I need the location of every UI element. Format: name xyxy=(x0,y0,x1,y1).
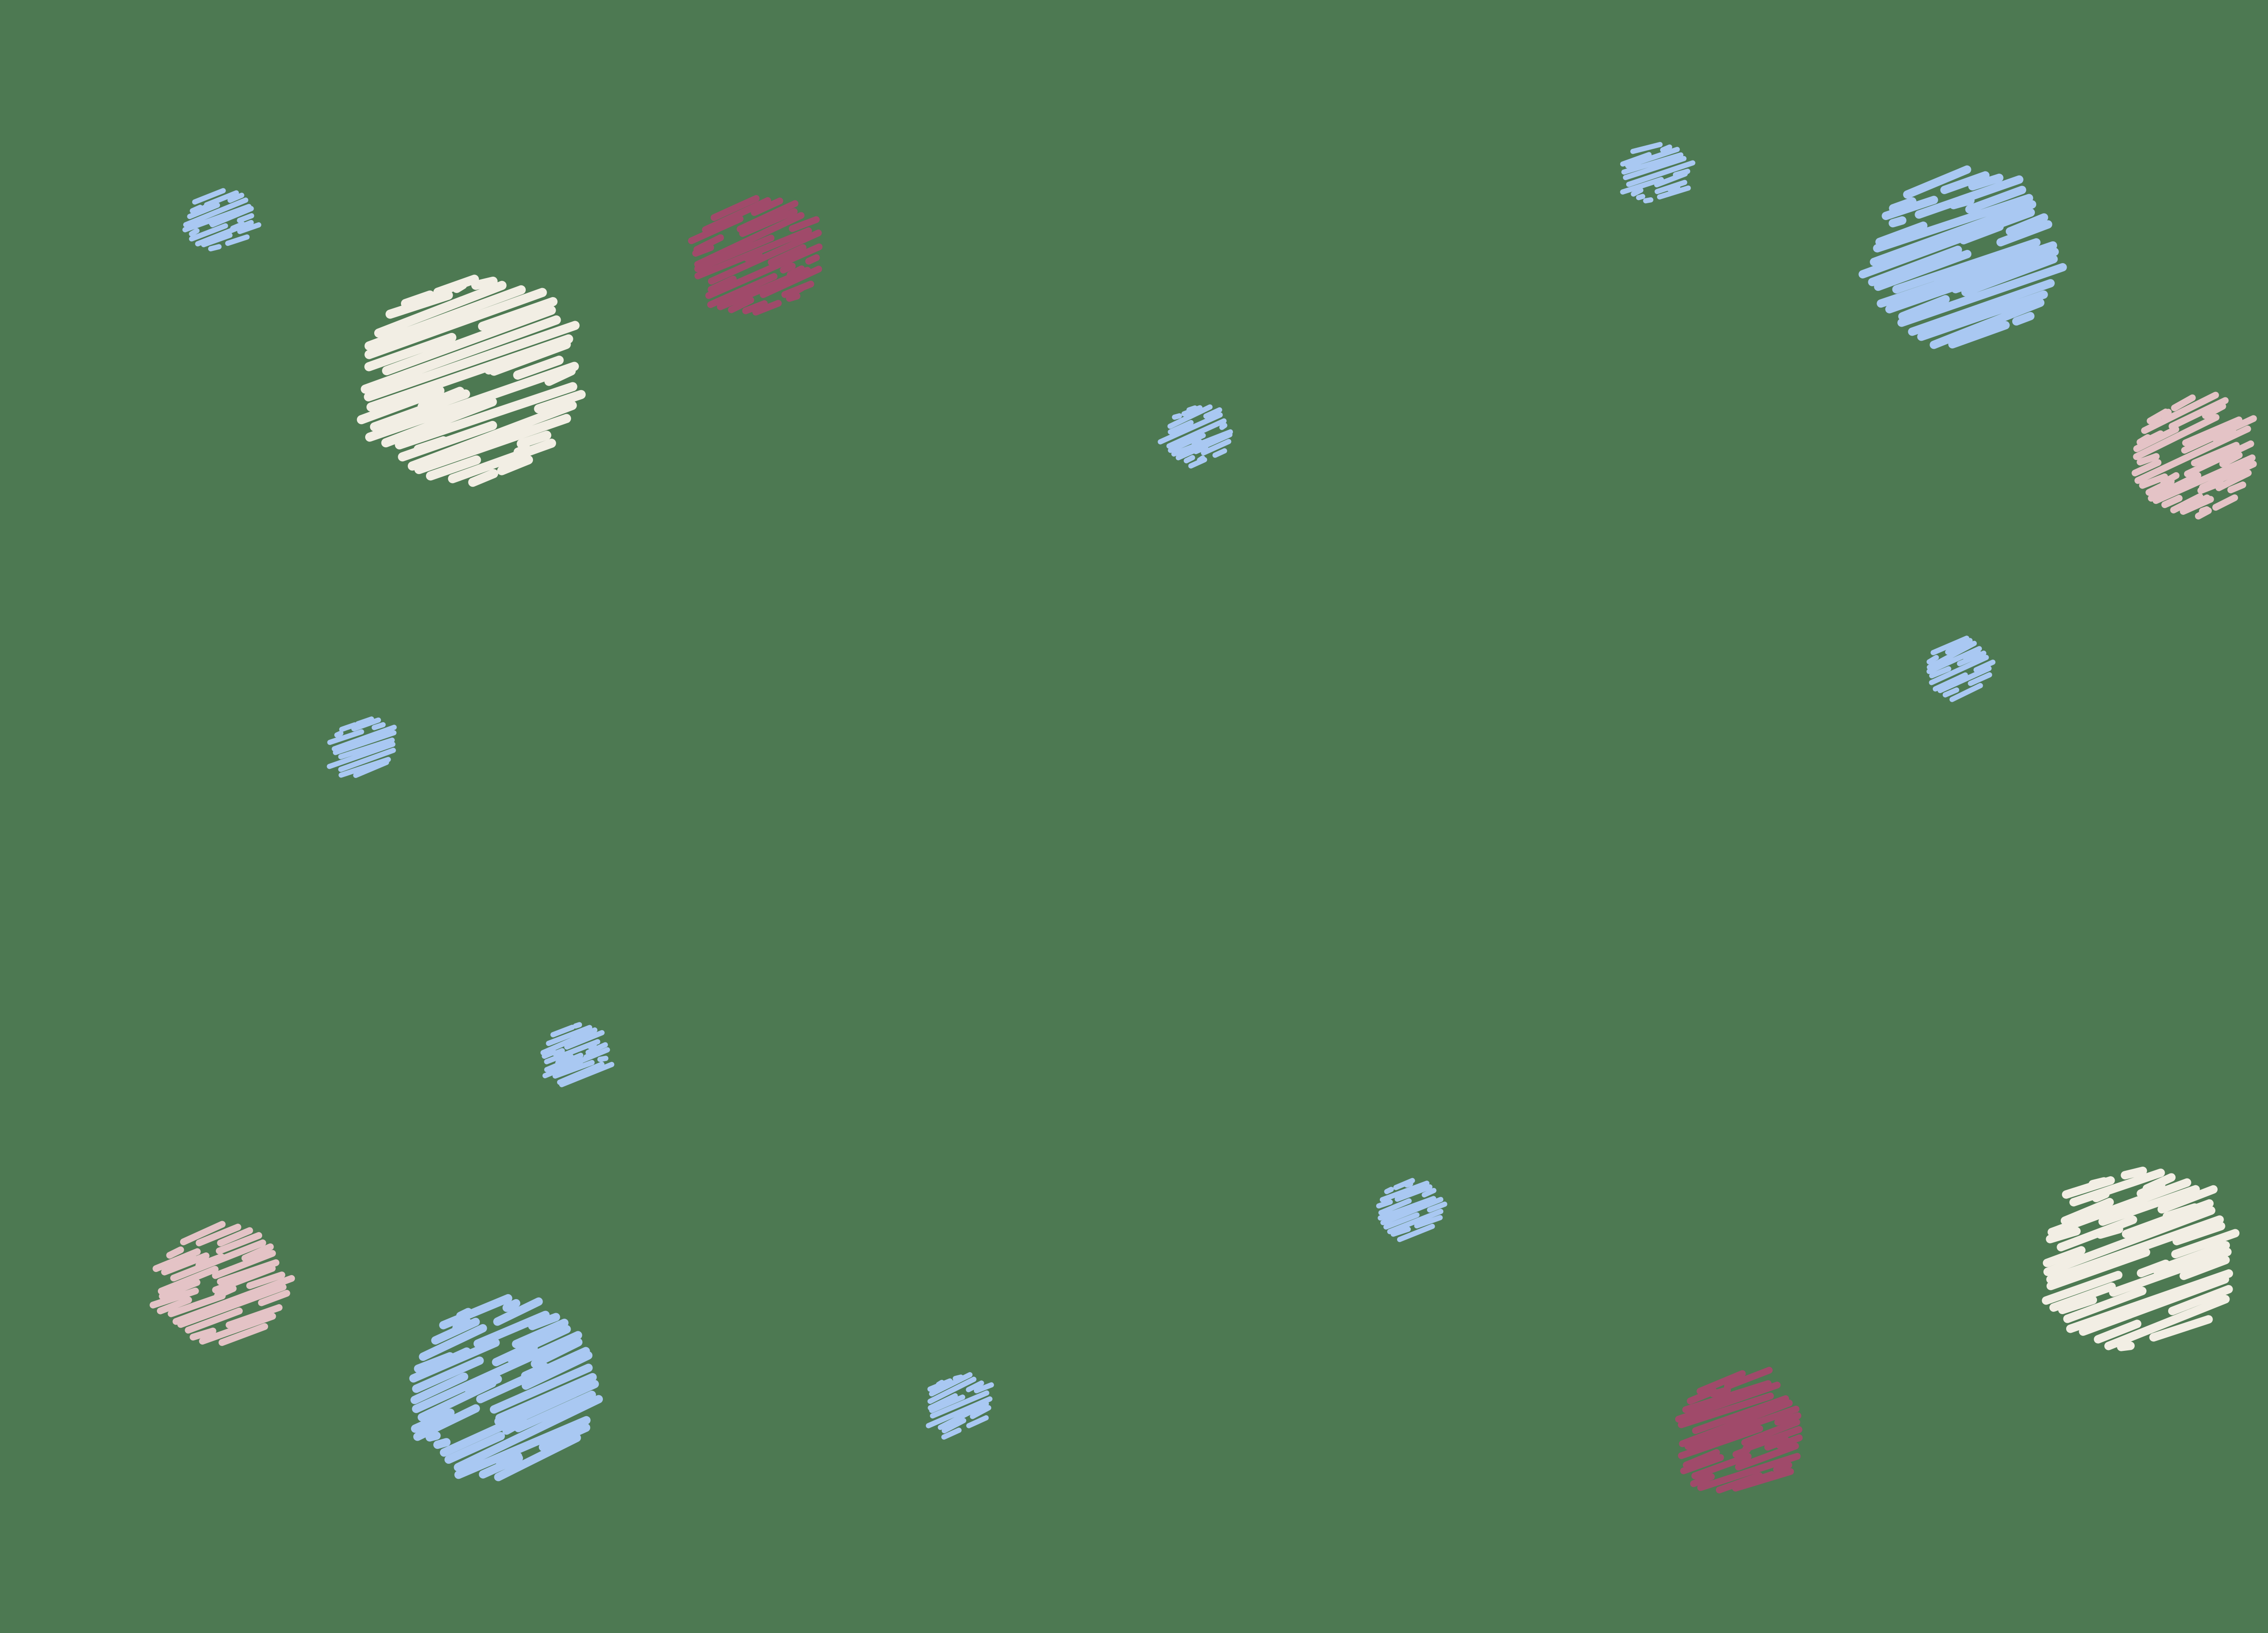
scribble-strokes xyxy=(2042,1166,2240,1351)
scribble-dot-blue xyxy=(1620,142,1696,204)
scribble-dot-blue xyxy=(540,1022,615,1087)
scribble-dot-blue xyxy=(327,716,397,778)
scribble-strokes xyxy=(409,1294,603,1481)
scribble-dot-maroon xyxy=(688,195,823,316)
scribble-dot-pink xyxy=(149,1221,295,1346)
scribble-dot-blue xyxy=(182,188,262,252)
scribble-strokes xyxy=(540,1022,615,1087)
scribble-strokes xyxy=(182,188,262,252)
scribble-strokes xyxy=(1158,404,1233,469)
scribble-dot-pink xyxy=(2131,391,2257,520)
scribble-dot-cream xyxy=(357,274,586,487)
scribble-strokes xyxy=(357,274,586,487)
scribble-dot-blue xyxy=(926,1372,994,1440)
scribble-dot-blue xyxy=(409,1294,603,1481)
scribble-strokes xyxy=(2131,391,2257,520)
scribble-strokes xyxy=(327,716,397,778)
scribble-strokes xyxy=(688,195,823,316)
scribble-strokes xyxy=(926,1372,994,1440)
scribble-dot-blue xyxy=(1926,636,1996,702)
scribble-dot-maroon xyxy=(1675,1367,1803,1494)
scribble-dot-blue xyxy=(1858,165,2067,349)
scribble-strokes xyxy=(1376,1178,1447,1242)
scribble-strokes xyxy=(1620,142,1696,204)
scribble-dot-cream xyxy=(2042,1166,2240,1351)
scribble-strokes xyxy=(1926,636,1996,702)
scribble-dot-blue xyxy=(1158,404,1233,469)
scribble-strokes xyxy=(1858,165,2067,349)
scribble-strokes xyxy=(1675,1367,1803,1494)
scribble-strokes xyxy=(149,1221,295,1346)
scribble-dot-blue xyxy=(1376,1178,1447,1242)
